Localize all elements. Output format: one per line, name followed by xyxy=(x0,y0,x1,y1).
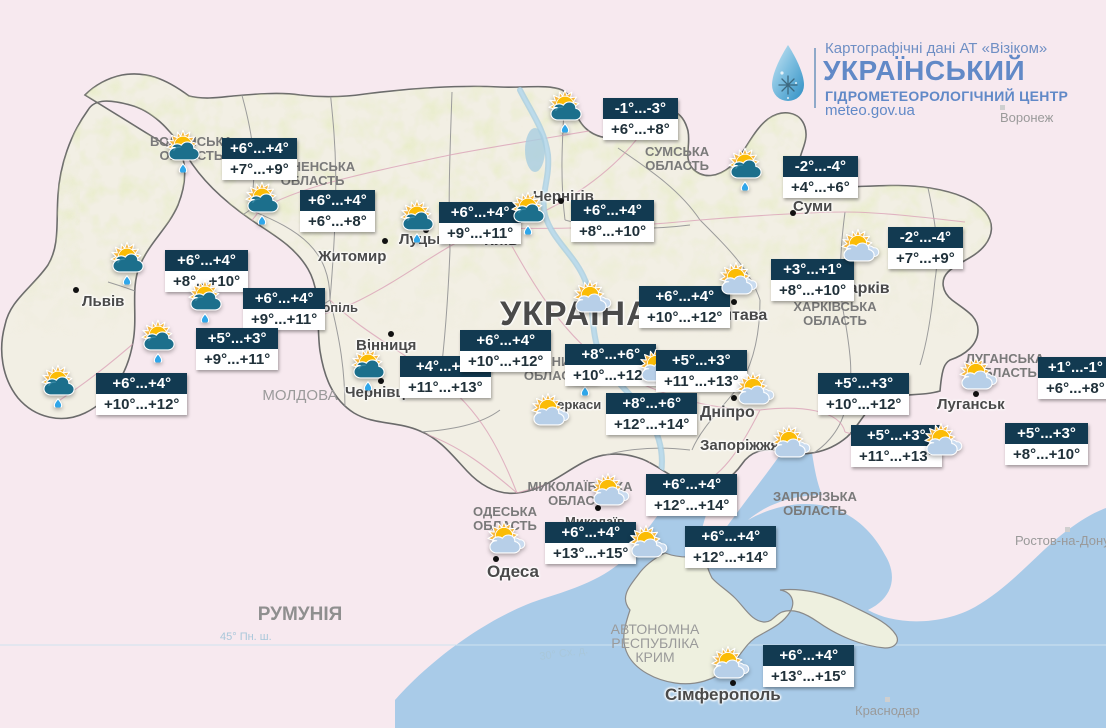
svg-text:МОЛДОВА: МОЛДОВА xyxy=(262,387,337,404)
svg-text:45° Пн. ш.: 45° Пн. ш. xyxy=(220,631,272,643)
svg-text:РУМУНІЯ: РУМУНІЯ xyxy=(258,604,343,625)
svg-text:Ростов-на-Дону: Ростов-на-Дону xyxy=(1015,533,1106,548)
svg-text:Краснодар: Краснодар xyxy=(855,703,920,718)
